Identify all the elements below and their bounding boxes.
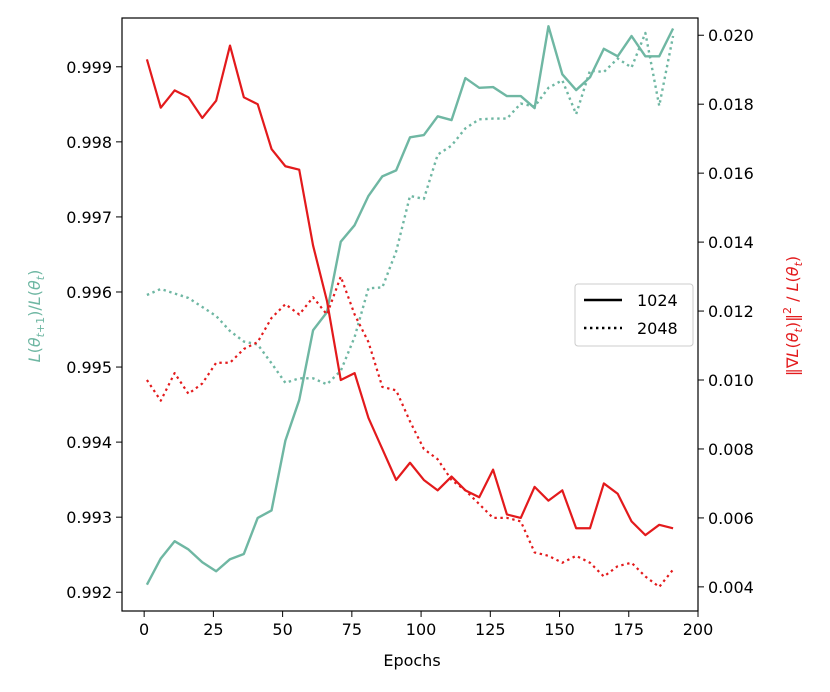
x-tick-label-125: 125 bbox=[475, 620, 506, 639]
series-line-grad-1024-solid bbox=[145, 44, 674, 537]
x-axis-label: Epochs bbox=[383, 651, 440, 670]
x-tick-label-0: 0 bbox=[139, 620, 149, 639]
left-y-tick-label: 0.998 bbox=[66, 133, 112, 152]
x-tick-label-150: 150 bbox=[544, 620, 575, 639]
x-tick-label-75: 75 bbox=[342, 620, 362, 639]
left-y-tick-label: 0.992 bbox=[66, 583, 112, 602]
left-y-tick-label: 0.996 bbox=[66, 283, 112, 302]
x-tick-label-25: 25 bbox=[203, 620, 223, 639]
right-y-tick-label: 0.004 bbox=[708, 578, 754, 597]
right-y-tick-label: 0.014 bbox=[708, 233, 754, 252]
right-y-axis-label: ‖∇L(θt)‖2 / L(θt) bbox=[781, 256, 805, 376]
x-tick-label-50: 50 bbox=[272, 620, 292, 639]
right-y-tick-label: 0.020 bbox=[708, 26, 754, 45]
right-y-tick-label: 0.006 bbox=[708, 509, 754, 528]
x-tick-label-100: 100 bbox=[406, 620, 437, 639]
right-y-axis-ticks: 0.004 0.006 0.008 0.010 0.012 0.014 0.016 0.018… bbox=[698, 26, 754, 597]
series-line-grad-2048-dotted bbox=[146, 275, 674, 588]
left-y-tick-label: 0.993 bbox=[66, 508, 112, 527]
right-y-tick-label: 0.016 bbox=[708, 164, 754, 183]
left-y-tick-label: 0.994 bbox=[66, 433, 112, 452]
left-y-tick-label: 0.995 bbox=[66, 358, 112, 377]
legend-label-1024: 1024 bbox=[637, 291, 678, 310]
left-y-tick-label: 0.999 bbox=[66, 58, 112, 77]
series-line-ratio-1024-solid bbox=[145, 25, 675, 586]
plot-frame bbox=[121, 17, 699, 612]
right-y-tick-label: 0.018 bbox=[708, 95, 754, 114]
right-y-tick-label: 0.010 bbox=[708, 371, 754, 390]
plot-lines bbox=[145, 25, 675, 588]
left-y-axis-ticks: 0.992 0.993 0.994 0.995 0.996 0.997 0.998 0.999 bbox=[66, 58, 122, 602]
legend-label-2048: 2048 bbox=[637, 319, 678, 338]
x-tick-label-175: 175 bbox=[613, 620, 644, 639]
x-tick-label-200: 200 bbox=[683, 620, 714, 639]
legend: 1024 2048 bbox=[574, 283, 694, 347]
left-y-axis-label: L(θt+1)/L(θt) bbox=[25, 270, 47, 363]
x-axis-ticks: 0 25 50 75 100 125 150 175 200 bbox=[139, 611, 713, 639]
right-y-tick-label: 0.008 bbox=[708, 440, 754, 459]
left-y-tick-label: 0.997 bbox=[66, 208, 112, 227]
series-line-ratio-2048-dotted bbox=[146, 31, 675, 386]
right-y-tick-label: 0.012 bbox=[708, 302, 754, 321]
